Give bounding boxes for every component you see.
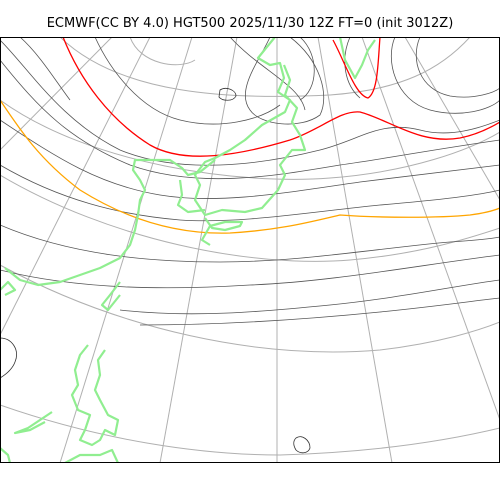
land-outline bbox=[293, 436, 311, 454]
contour-line bbox=[229, 37, 306, 111]
coastline bbox=[100, 281, 121, 312]
coastlines bbox=[0, 37, 376, 463]
map-title: ECMWF(CC BY 4.0) HGT500 2025/11/30 12Z F… bbox=[46, 16, 454, 31]
contour-line bbox=[415, 37, 500, 98]
contour-line bbox=[244, 37, 324, 125]
coastline bbox=[70, 344, 120, 447]
latitude-line bbox=[0, 264, 500, 353]
contour-line bbox=[0, 254, 500, 289]
land-outlines bbox=[0, 88, 311, 454]
contour-line bbox=[0, 59, 500, 180]
map-frame bbox=[0, 37, 500, 463]
coastline bbox=[4, 158, 216, 287]
contour-line bbox=[0, 224, 500, 263]
meridian-line bbox=[361, 37, 500, 421]
meridian-line bbox=[0, 37, 113, 151]
height-contours bbox=[0, 37, 500, 326]
coastline bbox=[200, 217, 244, 246]
contour-line bbox=[0, 39, 500, 166]
meridian-lines bbox=[0, 37, 500, 463]
contour-line bbox=[139, 297, 500, 326]
land-outline bbox=[0, 337, 17, 379]
meridian-line bbox=[159, 37, 238, 463]
contour-line bbox=[19, 37, 71, 101]
latitude-line bbox=[0, 99, 500, 180]
contour-orange bbox=[0, 99, 500, 234]
latitude-line bbox=[0, 404, 500, 456]
coastline bbox=[13, 411, 53, 435]
contour-red bbox=[62, 37, 500, 157]
coastline bbox=[176, 179, 206, 214]
coastline bbox=[64, 448, 119, 463]
coastline bbox=[338, 37, 376, 80]
coastline bbox=[0, 447, 12, 463]
latitude-line bbox=[129, 37, 196, 66]
coastline bbox=[0, 280, 17, 296]
latitude-line bbox=[59, 37, 471, 97]
land-outline bbox=[218, 88, 237, 101]
contour-line bbox=[390, 37, 500, 114]
contour-line bbox=[0, 119, 500, 199]
contour-line bbox=[94, 37, 281, 125]
meridian-line bbox=[317, 37, 393, 463]
contour-line bbox=[344, 37, 361, 99]
coastline bbox=[193, 37, 307, 217]
meridian-line bbox=[404, 37, 500, 201]
latitude-lines bbox=[0, 37, 500, 456]
contour-line bbox=[119, 279, 500, 315]
contour-line bbox=[299, 37, 315, 101]
contour-line bbox=[0, 164, 500, 222]
contour-red bbox=[332, 37, 381, 99]
